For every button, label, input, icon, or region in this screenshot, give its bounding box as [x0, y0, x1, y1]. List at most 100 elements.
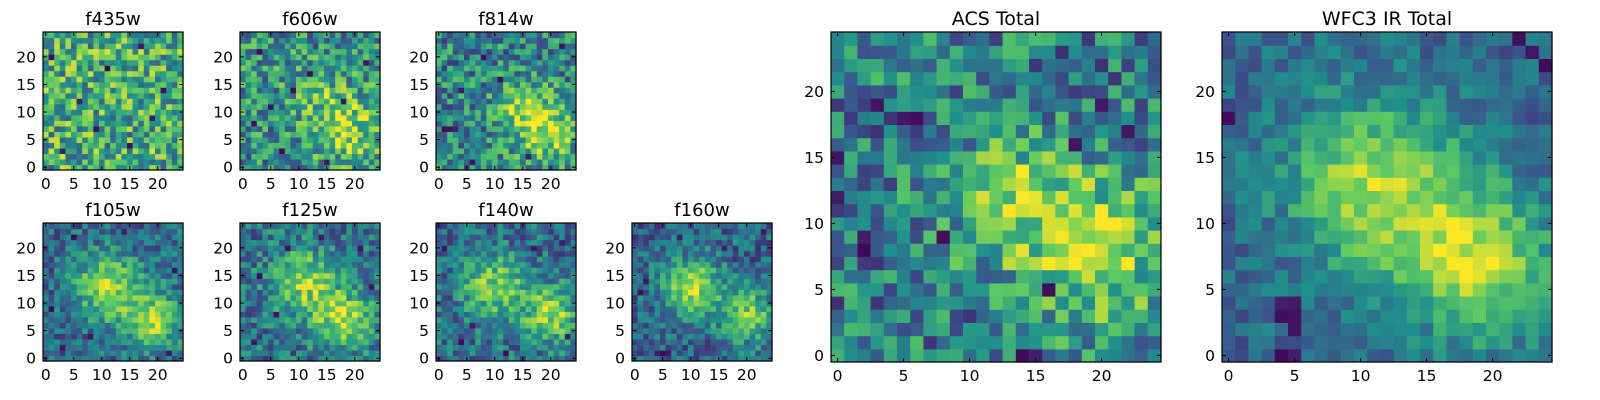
heatmap-cell: [936, 335, 951, 350]
heatmap-cell: [732, 294, 739, 301]
heatmap-cell: [374, 338, 381, 346]
heatmap-cell: [43, 153, 50, 160]
heatmap-cell: [531, 65, 538, 72]
heatmap-cell: [632, 278, 639, 285]
heatmap-cell: [654, 344, 661, 351]
heatmap-cell: [704, 289, 711, 296]
heatmap-cell: [132, 147, 139, 155]
heatmap-cell: [76, 338, 83, 346]
heatmap-cell: [318, 223, 325, 230]
heatmap-cell: [475, 158, 482, 166]
heatmap-cell: [548, 289, 555, 296]
heatmap-cell: [436, 234, 443, 241]
heatmap-cell: [570, 267, 577, 274]
heatmap-cell: [59, 37, 66, 44]
heatmap-cell: [732, 283, 739, 290]
heatmap-cell: [166, 147, 173, 155]
heatmap-cell: [256, 43, 263, 50]
heatmap-cell: [486, 131, 493, 138]
heatmap-cell: [936, 309, 951, 323]
heatmap-cell: [643, 239, 650, 246]
heatmap-cell: [160, 283, 167, 290]
heatmap-cell: [301, 81, 308, 88]
heatmap-cell: [104, 65, 111, 72]
heatmap-cell: [469, 158, 476, 166]
heatmap-cell: [284, 142, 291, 149]
heatmap-cell: [492, 76, 499, 83]
heatmap-cell: [503, 87, 510, 94]
heatmap-cell: [976, 282, 990, 297]
heatmap-cell: [520, 131, 527, 138]
heatmap-cell: [531, 250, 538, 257]
heatmap-cell: [301, 54, 308, 61]
heatmap-cell: [256, 164, 263, 171]
heatmap-cell: [727, 300, 734, 307]
heatmap-cell: [155, 48, 162, 55]
heatmap-cell: [104, 261, 111, 268]
heatmap-cell: [99, 316, 106, 323]
heatmap-cell: [699, 283, 706, 290]
heatmap-cell: [536, 305, 543, 312]
heatmap-cell: [727, 256, 734, 263]
heatmap-cell: [744, 234, 751, 241]
heatmap-cell: [458, 272, 465, 279]
heatmap-cell: [936, 177, 951, 191]
heatmap-cell: [744, 311, 751, 318]
heatmap-cell: [357, 283, 364, 290]
heatmap-cell: [268, 125, 275, 132]
heatmap-cell: [82, 228, 89, 235]
heatmap-cell: [520, 43, 527, 50]
heatmap-cell: [727, 289, 734, 296]
heatmap-cell: [87, 142, 94, 149]
heatmap-cell: [65, 92, 72, 99]
heatmap-cell: [99, 327, 106, 334]
heatmap-cell: [548, 300, 555, 307]
heatmap-cell: [542, 283, 549, 290]
x-tick-label: 5: [462, 366, 472, 384]
heatmap-cell: [503, 283, 510, 290]
heatmap-cell: [177, 98, 184, 105]
heatmap-cell: [256, 87, 263, 94]
heatmap-cell: [503, 228, 510, 235]
heatmap-cell: [436, 98, 443, 105]
heatmap-cell: [536, 48, 543, 55]
heatmap-cell: [831, 256, 845, 271]
x-tick-label: 10: [485, 366, 505, 384]
heatmap-cell: [149, 327, 156, 334]
heatmap-cell: [132, 54, 139, 61]
heatmap-cell: [284, 153, 291, 160]
heatmap-cell: [699, 305, 706, 312]
heatmap-cell: [132, 245, 139, 252]
heatmap-cell: [469, 37, 476, 44]
heatmap-cell: [648, 338, 655, 346]
heatmap-cell: [104, 59, 111, 66]
heatmap-cell: [104, 245, 111, 252]
heatmap-cell: [177, 294, 184, 301]
heatmap-cell: [363, 87, 370, 94]
heatmap-cell: [531, 125, 538, 132]
heatmap-cell: [357, 322, 364, 329]
heatmap-cell: [324, 333, 331, 340]
heatmap-cell: [497, 48, 504, 55]
heatmap-cell: [480, 311, 487, 318]
heatmap-cell: [171, 43, 178, 50]
heatmap-cell: [452, 70, 459, 77]
heatmap-cell: [245, 349, 252, 357]
heatmap-cell: [548, 278, 555, 285]
heatmap-cell: [749, 239, 756, 246]
heatmap-cell: [374, 147, 381, 155]
heatmap-cell: [452, 76, 459, 83]
heatmap-cell: [290, 283, 297, 290]
heatmap-cell: [171, 76, 178, 83]
heatmap-cell: [475, 147, 482, 155]
heatmap-cell: [121, 87, 128, 94]
heatmap-cell: [452, 228, 459, 235]
heatmap-cell: [676, 283, 683, 290]
heatmap-cell: [660, 344, 667, 351]
heatmap-cell: [251, 142, 258, 149]
heatmap-cell: [548, 158, 555, 166]
heatmap-cell: [553, 239, 560, 246]
heatmap-cell: [54, 305, 61, 312]
heatmap-cell: [177, 250, 184, 257]
heatmap-cell: [682, 228, 689, 235]
